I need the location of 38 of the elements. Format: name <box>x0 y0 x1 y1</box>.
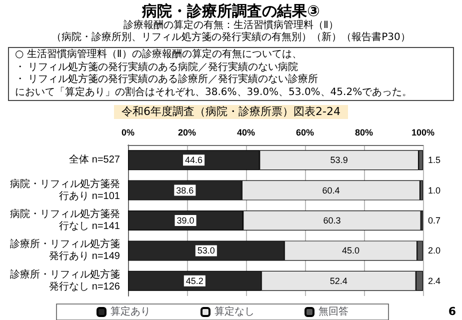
data-label: 60.4 <box>322 185 340 196</box>
y-tick-label: 病院・リフィル処方箋発行なし n=141 <box>10 208 120 232</box>
data-label: 39.0 <box>176 216 194 226</box>
data-label: 2.0 <box>428 246 441 256</box>
data-label: 45.0 <box>342 246 360 256</box>
x-tick-label: 20% <box>178 128 196 138</box>
chart-subtitle: 診療報酬の算定の有無：生活習慣病管理料（Ⅱ） <box>122 20 340 32</box>
data-label: 44.6 <box>185 155 203 166</box>
data-label: 0.7 <box>428 216 441 226</box>
legend-label: 無回答 <box>318 306 348 318</box>
text: において「算定あり」の割合はそれぞれ、38.6%、39.0%、53.0%、45.2%であった。 <box>15 86 414 99</box>
x-tick-label: 60% <box>296 128 314 138</box>
y-tick-label: 全体 n=527 <box>69 154 120 166</box>
x-tick-label: 0% <box>121 128 135 138</box>
legend-label: 算定なし <box>214 306 254 318</box>
y-tick-label: 診療所・リフィル処方箋発行なし n=126 <box>10 268 120 292</box>
x-tick-label: 100% <box>411 128 435 138</box>
chart-title: 病院・診療所調査の結果③ <box>142 2 321 20</box>
x-tick-label: 40% <box>236 128 256 138</box>
text: （病院・診療所別、リフィル処方箋の発行実績の有無別）（新）（報告書P30） <box>50 32 412 44</box>
text: ・ リフィル処方箋の発行実績のある病院／発行実績のない病院 <box>15 62 300 74</box>
text: ○ 生活習慣病管理料（Ⅱ）の診療報酬の算定の有無については、 <box>15 49 303 62</box>
text: 令和6年度調査（病院・診療所票）図表2-24 <box>114 105 348 119</box>
y-tick-label: 診療所・リフィル処方箋発行あり n=149 <box>10 238 120 262</box>
data-label: 38.6 <box>176 185 194 196</box>
data-label: 53.0 <box>197 246 215 256</box>
y-tick-label: 病院・リフィル処方箋発行あり n=101 <box>10 178 120 202</box>
data-label: 52.4 <box>330 276 348 286</box>
data-label: 1.0 <box>428 185 441 196</box>
text: 6 <box>448 305 456 318</box>
data-label: 1.5 <box>428 155 441 166</box>
text: ・ リフィル処方箋の発行実績のある診療所／発行実績のない診療所 <box>15 74 320 86</box>
data-label: 60.3 <box>323 216 341 226</box>
data-label: 2.4 <box>428 276 441 286</box>
legend-label: 算定あり <box>110 306 150 318</box>
data-label: 45.2 <box>186 276 204 286</box>
x-tick-label: 80% <box>354 128 374 138</box>
data-label: 53.9 <box>330 155 348 166</box>
